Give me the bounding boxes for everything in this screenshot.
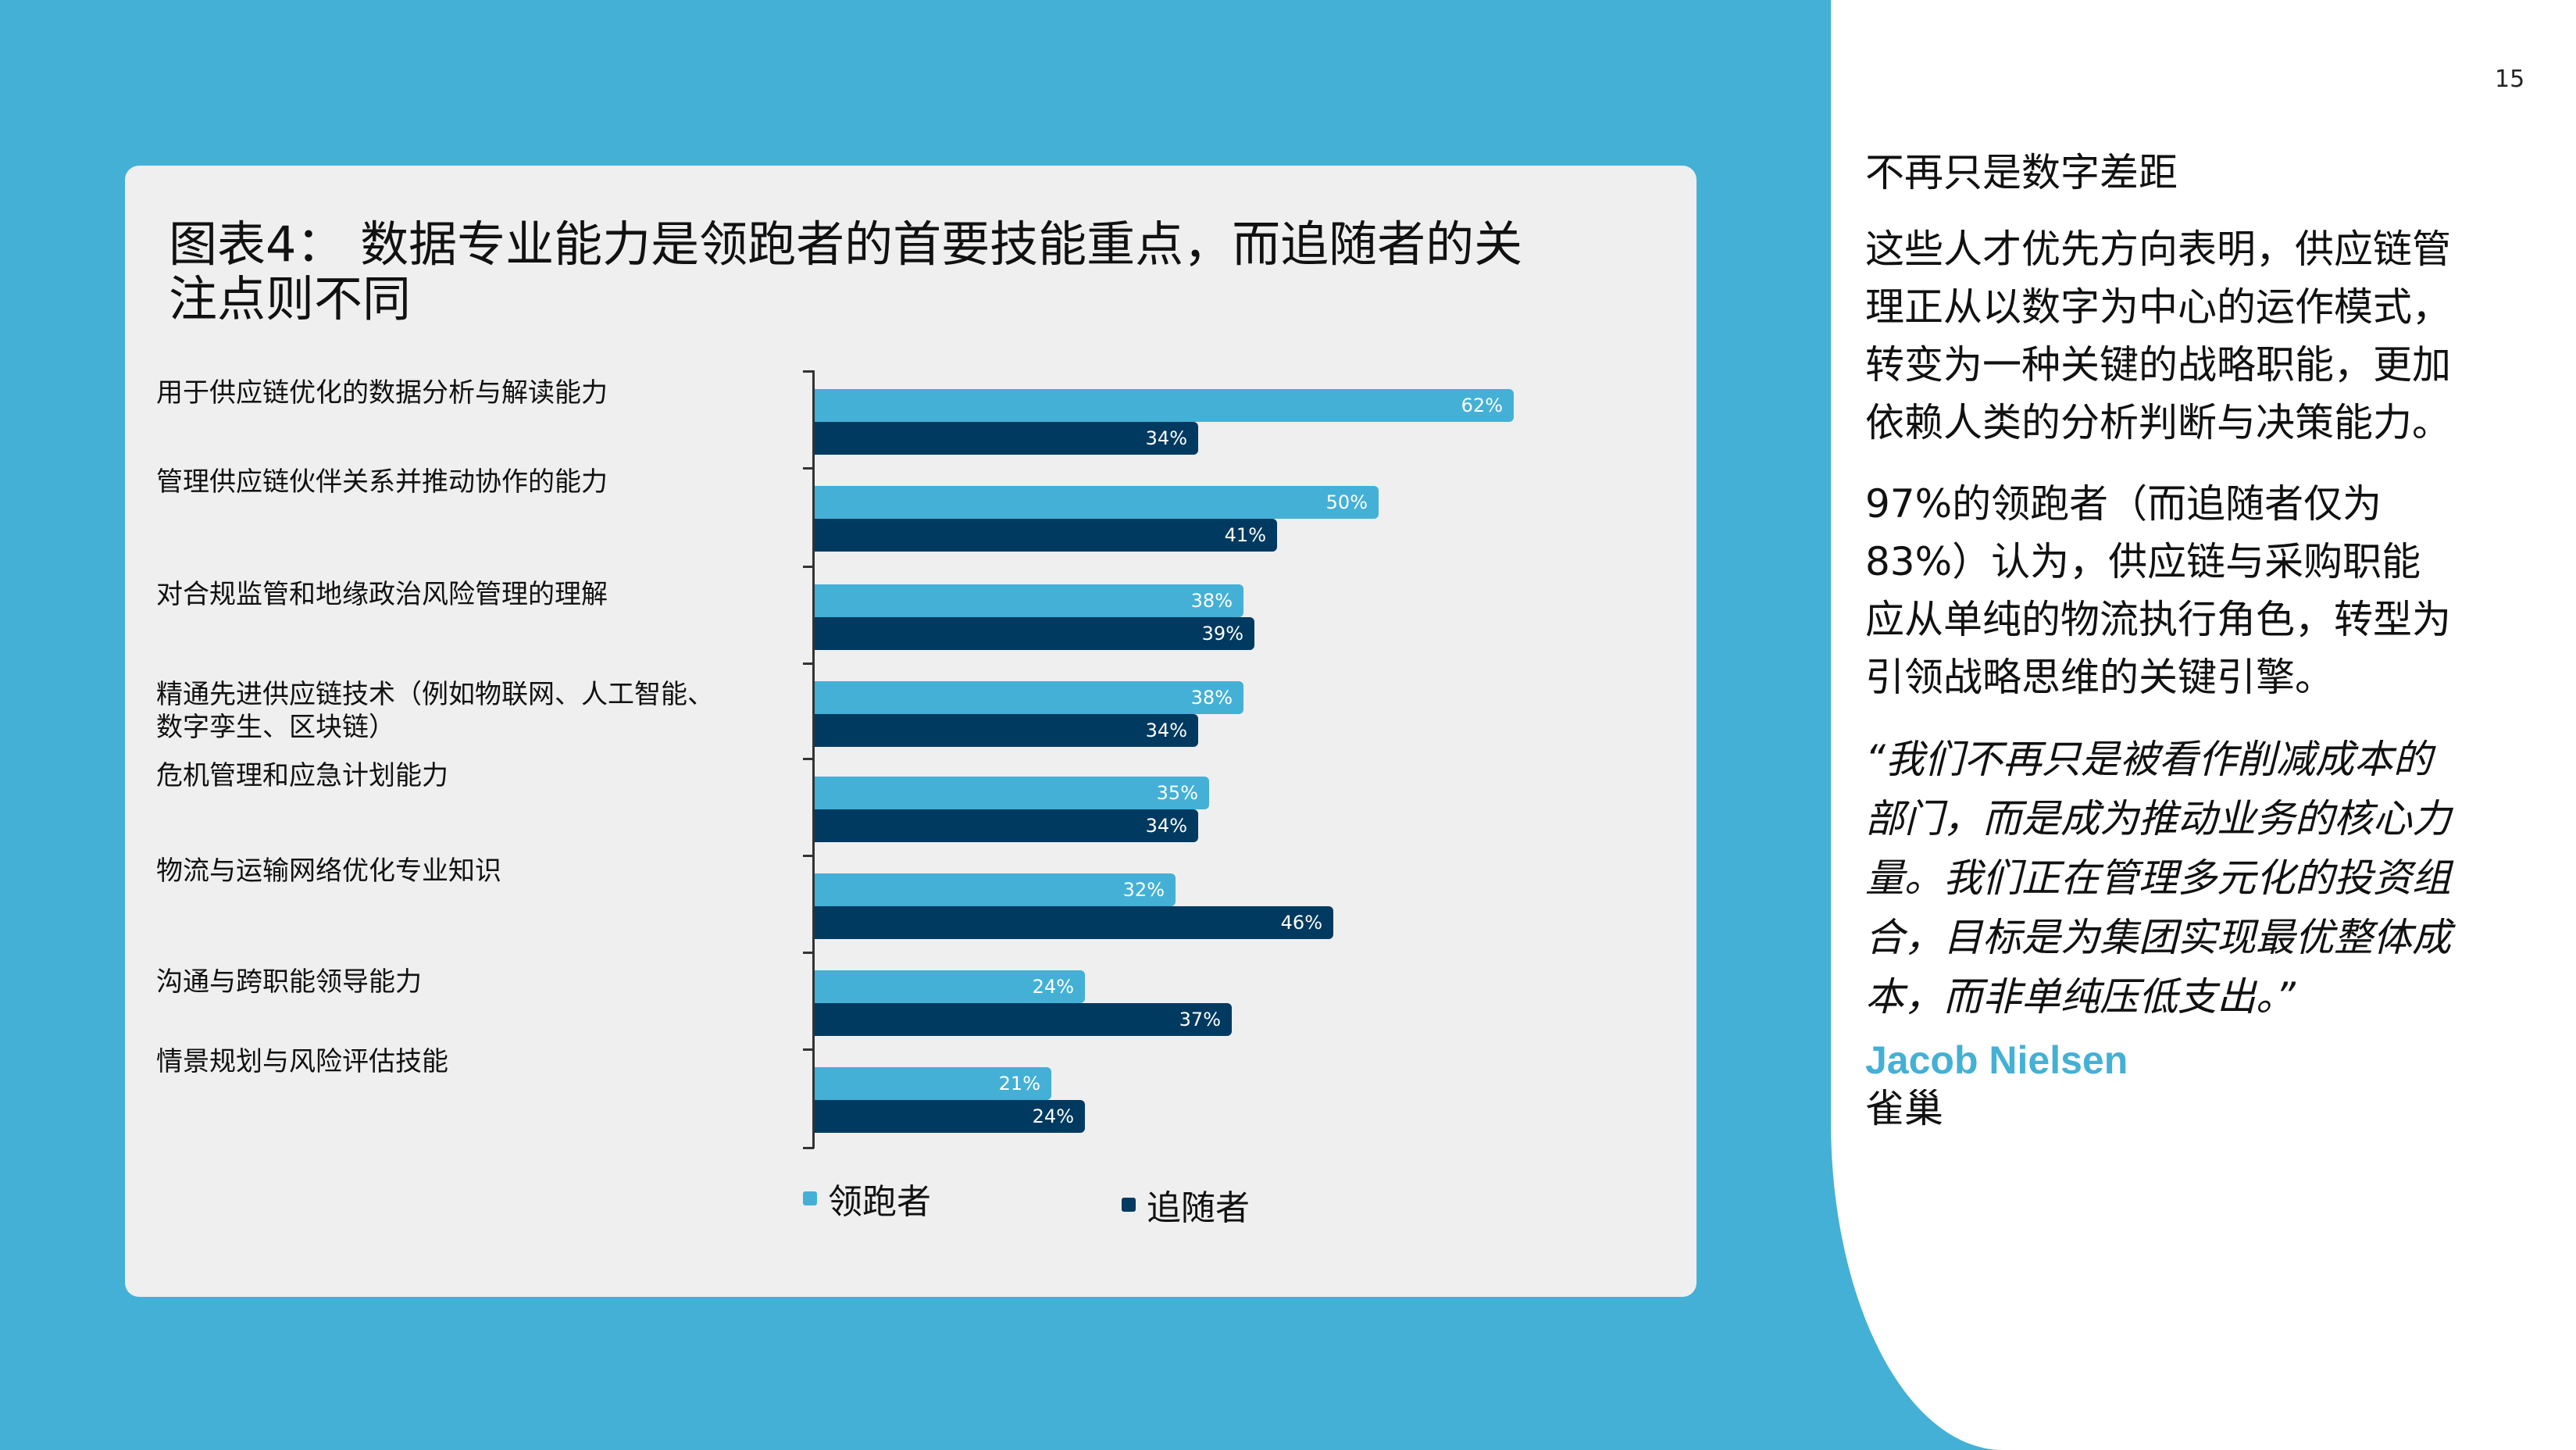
axis-tick xyxy=(803,370,814,373)
bar-follower: 34% xyxy=(815,422,1198,455)
side-quote: “我们不再只是被看作削减成本的部门，而是成为推动业务的核心力量。我们正在管理多元… xyxy=(1865,737,2451,1020)
bar-leader: 21% xyxy=(815,1067,1051,1100)
bar-follower: 41% xyxy=(815,519,1277,552)
axis-tick xyxy=(803,1048,814,1051)
bar-follower: 34% xyxy=(815,714,1198,747)
bar-follower: 39% xyxy=(815,617,1254,650)
side-paragraph-1: 这些人才优先方向表明，供应链管理正从以数字为中心的运作模式，转变为一种关键的战略… xyxy=(1865,227,2451,445)
bar-leader: 24% xyxy=(815,970,1085,1003)
category-label: 危机管理和应急计划能力 xyxy=(156,760,448,791)
bar-follower: 34% xyxy=(815,809,1198,842)
category-label: 用于供应链优化的数据分析与解读能力 xyxy=(156,377,608,409)
leader-swatch-icon xyxy=(803,1191,817,1205)
category-label: 管理供应链伙伴关系并推动协作的能力 xyxy=(156,466,608,498)
bar-leader: 32% xyxy=(815,873,1176,906)
bar-leader: 38% xyxy=(815,681,1243,714)
author-name: Jacob Nielsen xyxy=(1865,1038,2128,1082)
bar-leader: 38% xyxy=(815,584,1243,617)
bar-follower: 46% xyxy=(815,906,1333,939)
right-panel xyxy=(1831,0,2576,1450)
category-label: 情景规划与风险评估技能 xyxy=(156,1046,448,1077)
axis-tick xyxy=(803,1147,814,1149)
side-text: 不再只是数字差距 这些人才优先方向表明，供应链管理正从以数字为中心的运作模式，转… xyxy=(1865,141,2459,1133)
bar-leader: 35% xyxy=(815,777,1209,809)
bar-leader: 62% xyxy=(815,389,1514,422)
side-heading: 不再只是数字差距 xyxy=(1865,150,2178,195)
follower-swatch-icon xyxy=(1122,1198,1136,1212)
legend-label-follower: 追随者 xyxy=(1147,1188,1250,1228)
category-label: 物流与运输网络优化专业知识 xyxy=(156,855,501,887)
side-paragraph-2: 97%的领跑者（而追随者仅为83%）认为，供应链与采购职能应从单纯的物流执行角色… xyxy=(1865,481,2451,700)
axis-tick xyxy=(803,662,814,665)
bar-follower: 24% xyxy=(815,1100,1085,1133)
axis-tick xyxy=(803,855,814,857)
bar-leader: 50% xyxy=(815,486,1379,519)
legend-item-follower: 追随者 xyxy=(1122,1180,1250,1230)
legend-item-leader: 领跑者 xyxy=(803,1173,931,1223)
author-org: 雀巢 xyxy=(1865,1086,1943,1131)
legend-label-leader: 领跑者 xyxy=(828,1182,931,1222)
category-label: 沟通与跨职能领导能力 xyxy=(156,966,422,998)
chart-title: 图表4： 数据专业能力是领跑者的首要技能重点，而追随者的关注点则不同 xyxy=(169,216,1523,327)
chart-card: 图表4： 数据专业能力是领跑者的首要技能重点，而追随者的关注点则不同 用于供应链… xyxy=(125,166,1697,1297)
category-label: 对合规监管和地缘政治风险管理的理解 xyxy=(156,579,608,610)
axis-tick xyxy=(803,467,814,470)
axis-tick xyxy=(803,758,814,760)
page-number: 15 xyxy=(2495,66,2525,93)
bar-follower: 37% xyxy=(815,1003,1232,1036)
category-label: 精通先进供应链技术（例如物联网、人工智能、数字孪生、区块链） xyxy=(156,679,714,743)
axis-tick xyxy=(803,952,814,954)
axis-tick xyxy=(803,566,814,568)
